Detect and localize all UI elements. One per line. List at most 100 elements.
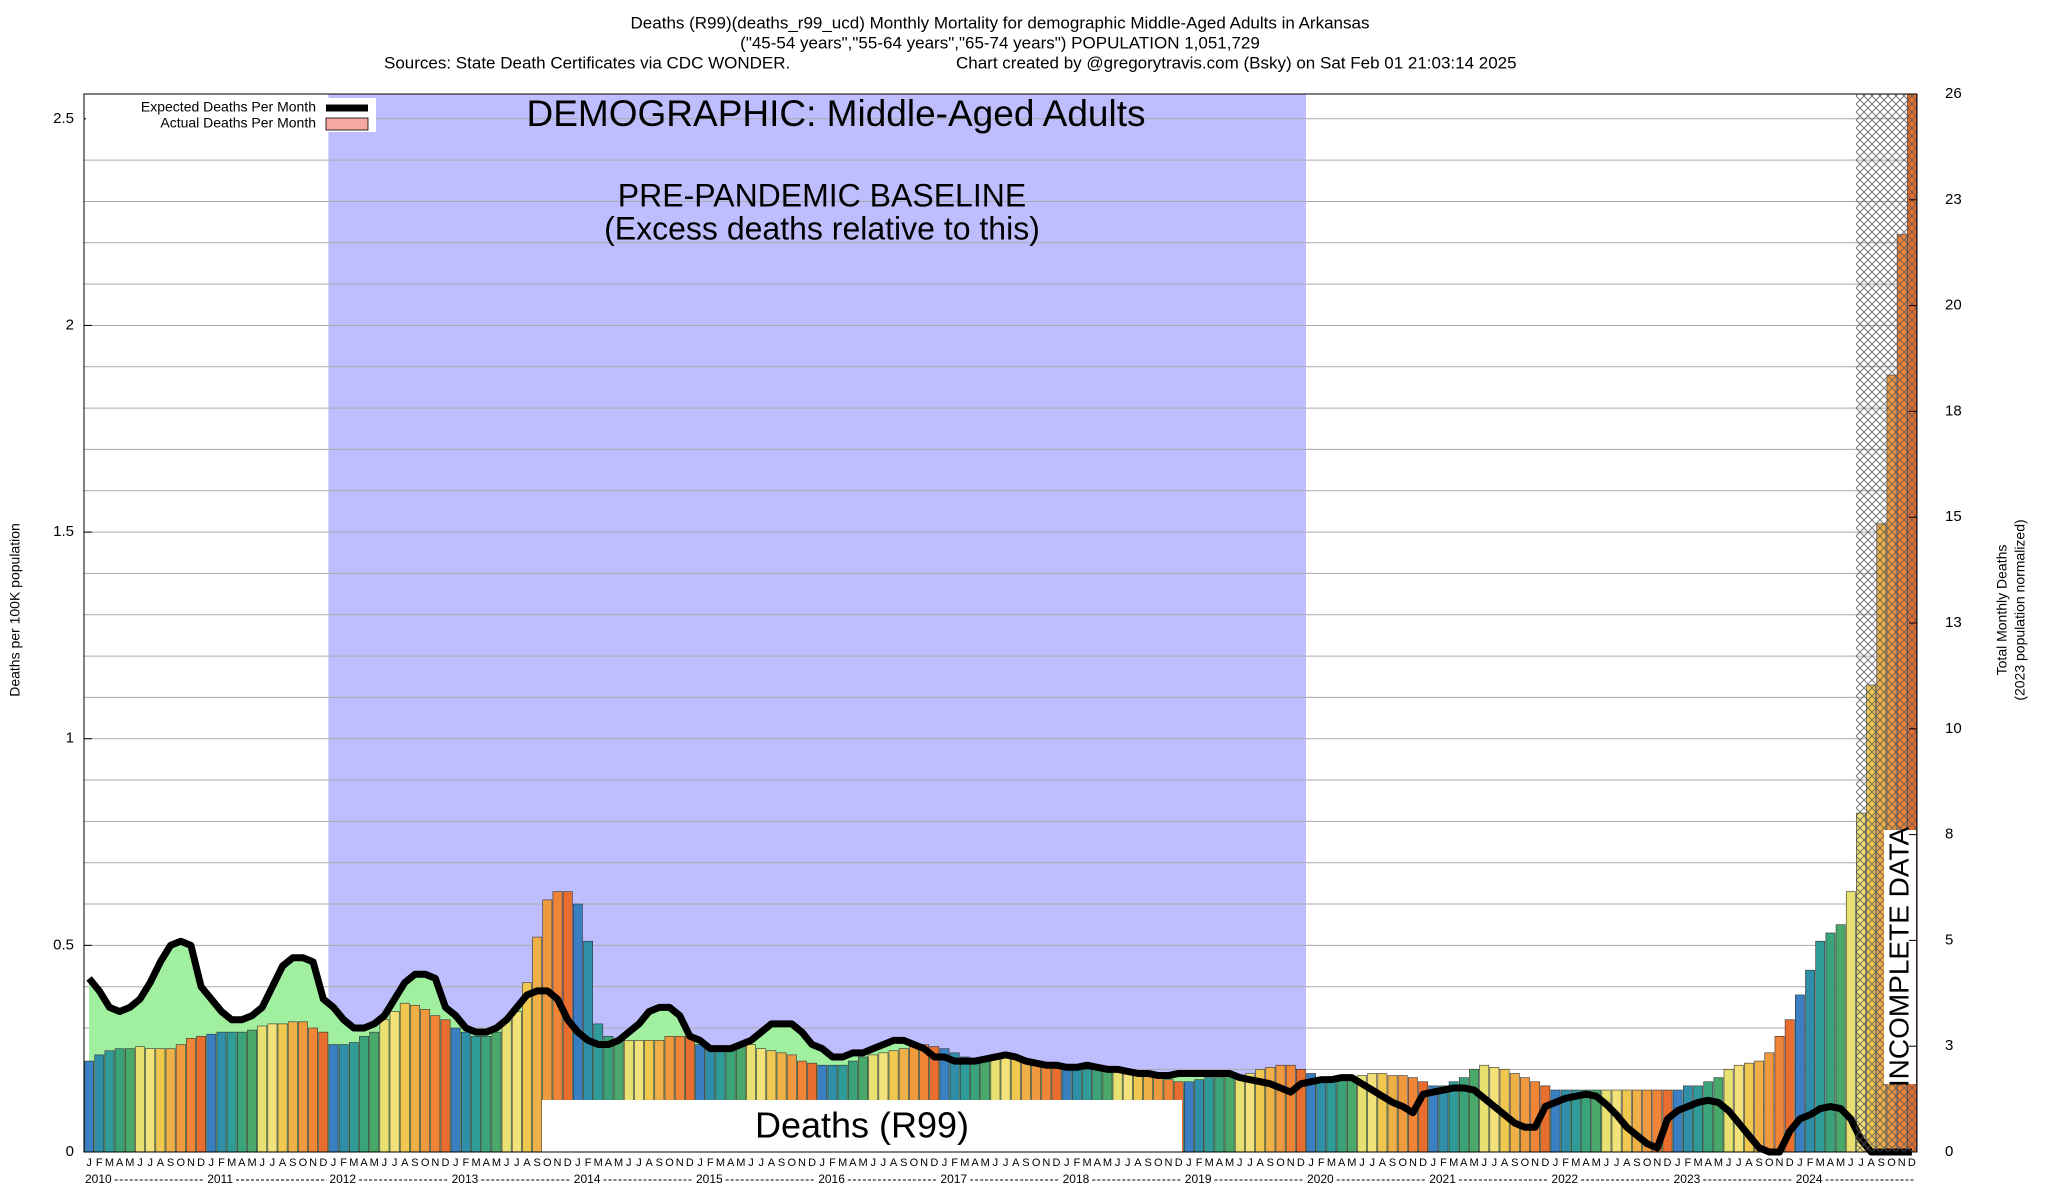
- y2-tick-label: 0: [1945, 1143, 1953, 1160]
- bar: [1316, 1077, 1327, 1153]
- x-tick-label: F: [463, 1157, 470, 1169]
- x-tick-label: F: [1685, 1157, 1692, 1169]
- x-tick-label: A: [768, 1157, 776, 1169]
- year-label: 2024: [1796, 1172, 1823, 1186]
- bar: [1377, 1073, 1388, 1153]
- x-tick-label: J: [1308, 1157, 1314, 1169]
- x-tick-label: A: [1338, 1157, 1346, 1169]
- bar: [1835, 924, 1846, 1153]
- x-tick-label: J: [1186, 1157, 1192, 1169]
- x-tick-label: S: [1878, 1157, 1885, 1169]
- x-tick-label: S: [1022, 1157, 1029, 1169]
- x-tick-label: O: [1521, 1157, 1530, 1169]
- x-tick-label: N: [1776, 1157, 1784, 1169]
- bar: [165, 1048, 176, 1153]
- bar: [247, 1029, 257, 1153]
- x-tick-label: D: [686, 1157, 694, 1169]
- x-tick-label: M: [736, 1157, 745, 1169]
- year-label: 2023: [1674, 1172, 1701, 1186]
- y-tick-label: 0.5: [53, 936, 74, 953]
- legend-label: Actual Deaths Per Month: [160, 115, 316, 131]
- x-tick-label: O: [1276, 1157, 1285, 1169]
- x-tick-label: A: [1827, 1157, 1835, 1169]
- x-tick-label: N: [676, 1157, 684, 1169]
- x-tick-label: M: [838, 1157, 847, 1169]
- x-tick-label: F: [829, 1157, 836, 1169]
- x-tick-label: J: [1115, 1157, 1121, 1169]
- x-tick-label: M: [1714, 1157, 1723, 1169]
- x-tick-label: S: [900, 1157, 907, 1169]
- x-tick-label: A: [1257, 1157, 1265, 1169]
- x-tick-label: S: [411, 1157, 418, 1169]
- x-tick-label: J: [870, 1157, 876, 1169]
- x-tick-label: J: [392, 1157, 398, 1169]
- bar: [1520, 1077, 1530, 1153]
- bar: [491, 1031, 502, 1153]
- x-tick-label: N: [431, 1157, 439, 1169]
- bar: [1469, 1069, 1479, 1153]
- bar: [1795, 994, 1805, 1153]
- x-tick-label: F: [218, 1157, 225, 1169]
- x-tick-label: M: [492, 1157, 501, 1169]
- y2-axis-label: Total Monthly Deaths: [1994, 545, 2010, 676]
- x-tick-label: O: [1154, 1157, 1163, 1169]
- bar: [1234, 1075, 1245, 1153]
- x-tick-label: M: [1693, 1157, 1702, 1169]
- bar: [1632, 1089, 1642, 1153]
- bar: [298, 1021, 308, 1153]
- bar: [155, 1048, 166, 1153]
- bar: [511, 1011, 522, 1153]
- x-tick-label: M: [960, 1157, 969, 1169]
- x-tick-label: N: [187, 1157, 195, 1169]
- bar: [369, 1031, 380, 1153]
- x-tick-label: M: [1449, 1157, 1458, 1169]
- x-tick-label: D: [1908, 1157, 1916, 1169]
- x-tick-label: J: [382, 1157, 388, 1169]
- x-tick-label: M: [716, 1157, 725, 1169]
- y-tick-label: 2: [66, 316, 74, 333]
- x-tick-label: M: [614, 1157, 623, 1169]
- x-tick-label: A: [157, 1157, 165, 1169]
- bar: [481, 1035, 492, 1153]
- bar: [338, 1044, 349, 1153]
- x-tick-label: A: [1094, 1157, 1102, 1169]
- x-tick-label: J: [626, 1157, 632, 1169]
- y-tick-label: 2.5: [53, 110, 74, 127]
- x-tick-label: O: [1032, 1157, 1041, 1169]
- x-tick-label: S: [1511, 1157, 1518, 1169]
- x-tick-label: A: [1379, 1157, 1387, 1169]
- bar: [1336, 1077, 1347, 1153]
- source: Sources: State Death Certificates via CD…: [384, 53, 790, 72]
- y2-tick-label: 20: [1945, 297, 1962, 314]
- x-tick-label: J: [1858, 1157, 1864, 1169]
- x-tick-label: A: [971, 1157, 979, 1169]
- bar: [84, 1060, 94, 1153]
- bar: [501, 1019, 512, 1153]
- bar: [236, 1031, 247, 1153]
- x-tick-label: A: [1012, 1157, 1020, 1169]
- x-tick-label: J: [1237, 1157, 1243, 1169]
- x-tick-label: O: [910, 1157, 919, 1169]
- x-tick-label: N: [1898, 1157, 1906, 1169]
- bar: [267, 1023, 278, 1153]
- x-tick-label: O: [543, 1157, 552, 1169]
- x-tick-label: F: [1196, 1157, 1203, 1169]
- x-tick-label: S: [1755, 1157, 1762, 1169]
- bar: [277, 1023, 288, 1153]
- x-tick-label: J: [1064, 1157, 1070, 1169]
- bar: [410, 1004, 420, 1153]
- x-tick-label: S: [1267, 1157, 1274, 1169]
- bar: [1275, 1064, 1286, 1153]
- bar: [471, 1035, 481, 1153]
- x-tick-label: M: [105, 1157, 114, 1169]
- x-tick-label: S: [533, 1157, 540, 1169]
- x-tick-label: N: [798, 1157, 806, 1169]
- y-tick-label: 0: [66, 1143, 74, 1160]
- x-tick-label: D: [1297, 1157, 1305, 1169]
- bar: [1672, 1089, 1683, 1153]
- bar: [460, 1031, 471, 1153]
- y2-tick-label: 18: [1945, 402, 1962, 419]
- bar: [135, 1046, 145, 1153]
- x-tick-label: F: [1318, 1157, 1325, 1169]
- bar: [1397, 1075, 1408, 1153]
